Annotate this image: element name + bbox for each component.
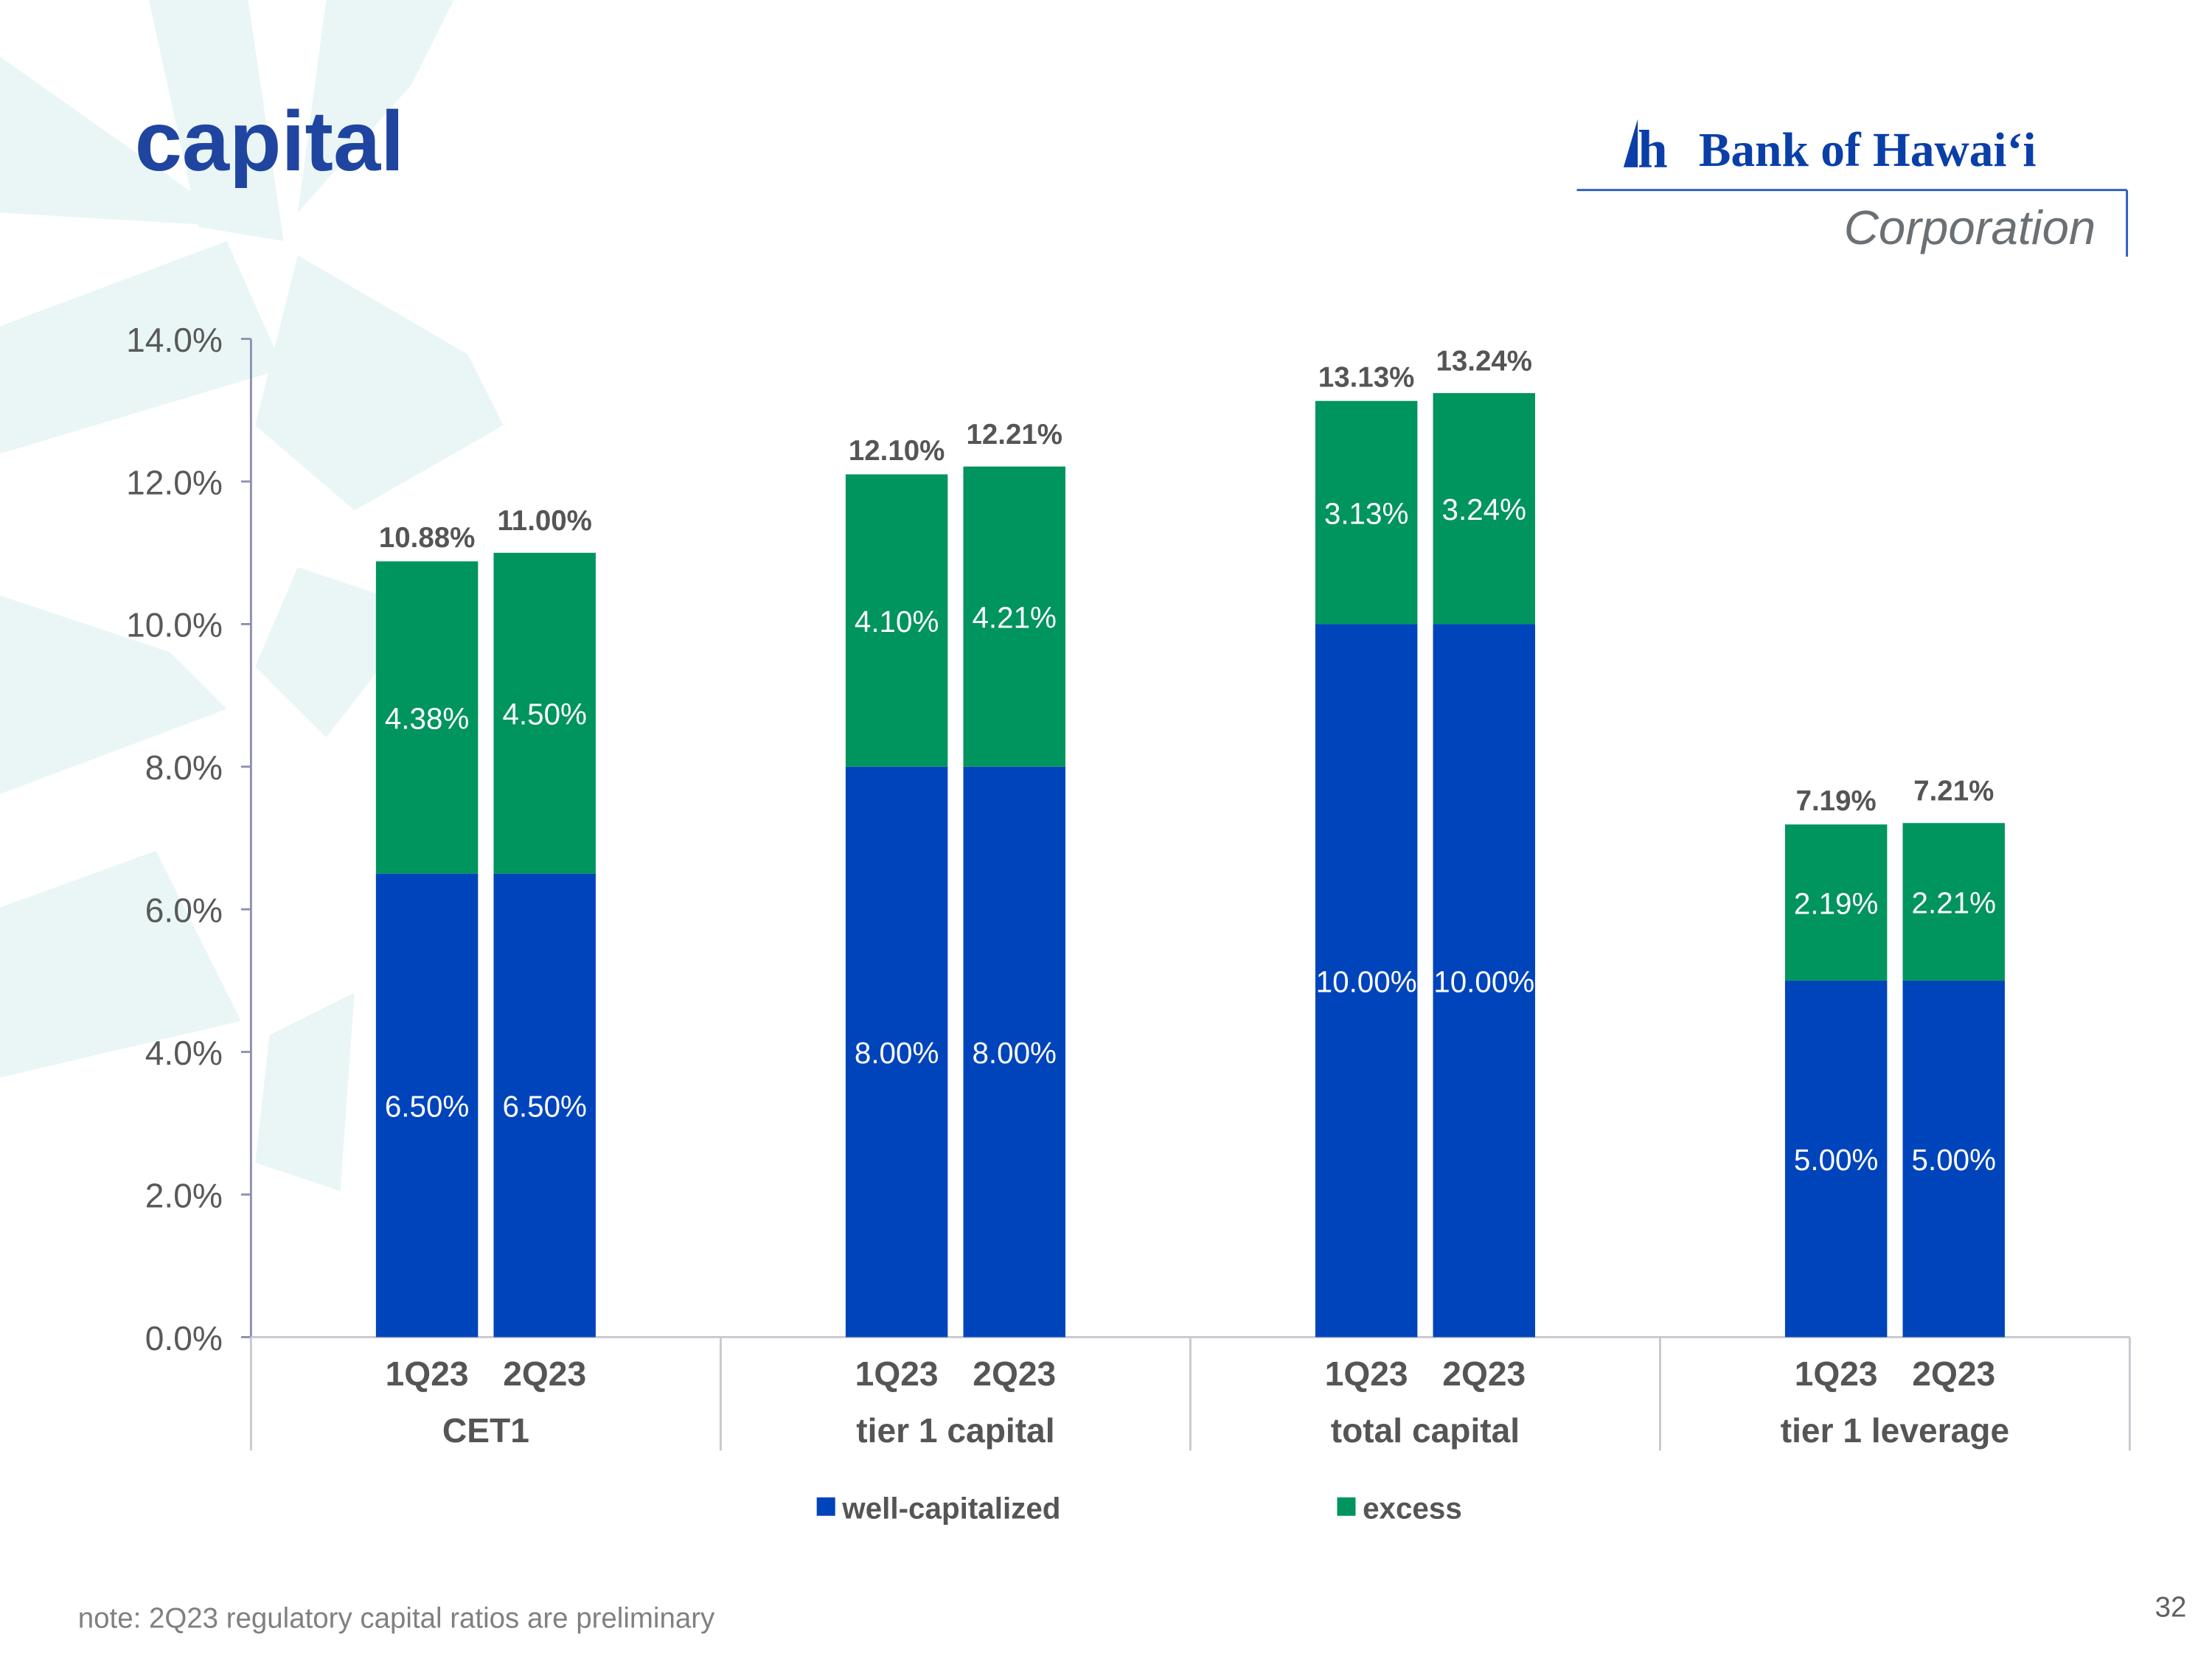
bar-segment-well-capitalized — [375, 873, 479, 1338]
period-label: 2Q23 — [1912, 1354, 1995, 1393]
segment-data-label: 4.50% — [502, 698, 586, 731]
legend-swatch — [1337, 1497, 1356, 1516]
total-data-label: 12.21% — [967, 419, 1062, 451]
y-tick-label: 0.0% — [145, 1319, 223, 1357]
segment-data-label: 6.50% — [385, 1090, 469, 1124]
segment-data-label: 4.10% — [855, 605, 939, 639]
stacked-bar-chart: 0.0% 2.0% 4.0% 6.0% 8.0% 10.0% 12.0% 14.0% 6.50%… — [126, 321, 2131, 1526]
segment-data-label: 5.00% — [1912, 1143, 1996, 1177]
bar-segment-well-capitalized — [493, 873, 596, 1338]
total-data-label: 10.88% — [379, 522, 475, 554]
bar-segment-excess — [845, 474, 948, 767]
segment-data-label: 2.19% — [1794, 886, 1878, 920]
group-label: tier 1 capital — [856, 1411, 1054, 1450]
bar-segment-well-capitalized — [963, 766, 1065, 1338]
total-data-label: 12.10% — [849, 435, 945, 467]
period-label: 1Q23 — [386, 1354, 469, 1393]
footnote: note: 2Q23 regulatory capital ratios are… — [78, 1603, 715, 1635]
y-tick-label: 4.0% — [145, 1034, 223, 1072]
bar-segment-excess — [375, 561, 479, 874]
legend-swatch — [816, 1497, 835, 1516]
y-tick-label: 8.0% — [145, 748, 223, 787]
segment-data-label: 10.00% — [1433, 964, 1534, 998]
total-data-label: 13.24% — [1436, 345, 1532, 377]
y-tick-label: 14.0% — [126, 321, 223, 359]
total-data-label: 7.21% — [1913, 775, 1994, 807]
total-data-label: 11.00% — [498, 505, 592, 537]
total-data-label: 13.13% — [1318, 362, 1414, 394]
bar-segment-excess — [1784, 824, 1888, 981]
y-tick-label: 10.0% — [126, 606, 223, 644]
segment-data-label: 5.00% — [1794, 1143, 1878, 1177]
bar-segment-excess — [1315, 400, 1418, 625]
bar-segment-excess — [493, 552, 596, 874]
y-tick-label: 2.0% — [145, 1176, 223, 1214]
period-label: 1Q23 — [1795, 1354, 1878, 1393]
segment-data-label: 6.50% — [502, 1090, 586, 1124]
y-tick-label: 12.0% — [126, 463, 223, 501]
segment-data-label: 2.21% — [1912, 886, 1996, 919]
period-label: 2Q23 — [1442, 1354, 1526, 1393]
logo-subtitle: Corporation — [1844, 201, 2096, 254]
period-label: 2Q23 — [973, 1354, 1056, 1393]
segment-data-label: 3.13% — [1324, 496, 1408, 530]
bar-segment-well-capitalized — [1433, 624, 1535, 1338]
total-data-label: 7.19% — [1796, 785, 1877, 817]
segment-data-label: 8.00% — [855, 1036, 939, 1070]
page-number: 32 — [2155, 1591, 2187, 1623]
background-pattern — [0, 0, 504, 1192]
bar-segment-well-capitalized — [845, 766, 948, 1338]
segment-data-label: 4.21% — [972, 601, 1056, 635]
period-label: 2Q23 — [503, 1354, 586, 1393]
bar-segment-excess — [1433, 393, 1535, 625]
y-tick-label: 6.0% — [145, 891, 223, 930]
svg-text:h: h — [1638, 119, 1668, 179]
logo: h Bank of Hawai‘i Corporation — [1576, 119, 2129, 257]
page-title: capital — [135, 94, 405, 189]
segment-data-label: 8.00% — [972, 1036, 1056, 1070]
period-label: 1Q23 — [855, 1354, 939, 1393]
group-label: CET1 — [442, 1411, 529, 1450]
legend-item: excess — [1363, 1492, 1462, 1526]
legend-item: well-capitalized — [841, 1492, 1060, 1526]
logo-name: Bank of Hawai‘i — [1699, 124, 2037, 177]
group-label: total capital — [1331, 1411, 1520, 1450]
period-label: 1Q23 — [1325, 1354, 1408, 1393]
bar-segment-excess — [963, 466, 1065, 767]
segment-data-label: 3.24% — [1441, 493, 1526, 526]
group-label: tier 1 leverage — [1781, 1411, 2009, 1450]
bar-segment-well-capitalized — [1315, 624, 1418, 1338]
bar-segment-excess — [1902, 823, 2005, 981]
bar-segment-well-capitalized — [1902, 980, 2005, 1338]
bar-segment-well-capitalized — [1784, 980, 1888, 1338]
segment-data-label: 10.00% — [1316, 964, 1417, 998]
segment-data-label: 4.38% — [385, 701, 469, 735]
